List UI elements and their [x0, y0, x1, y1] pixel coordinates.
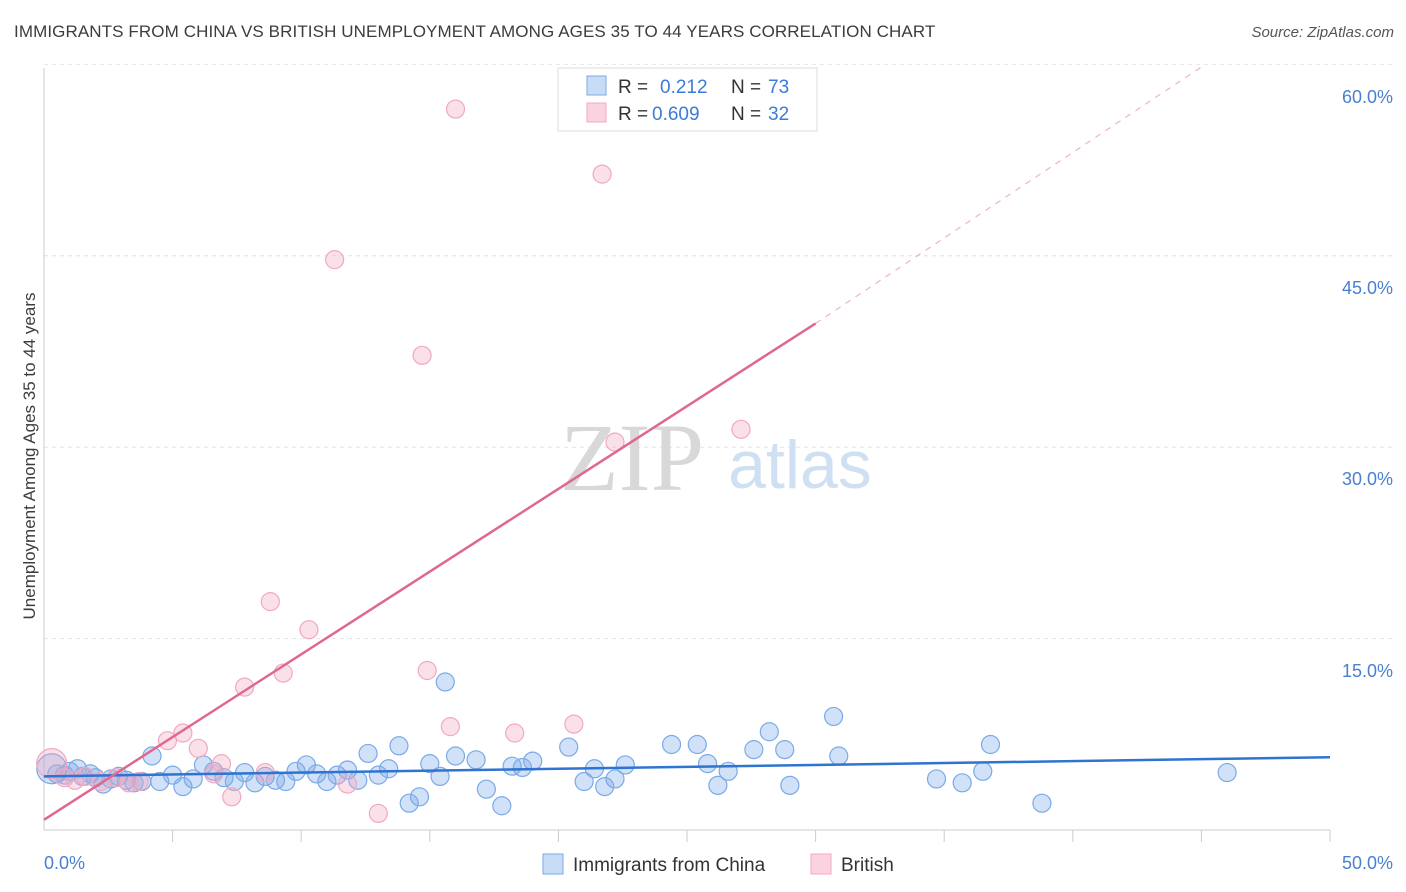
british-point	[417, 660, 437, 681]
china-point	[476, 779, 496, 799]
y-axis-title: Unemployment Among Ages 35 to 44 years	[20, 293, 39, 620]
bottom-legend-label-british: British	[841, 855, 894, 876]
china-point	[661, 734, 682, 755]
british-point	[188, 738, 208, 758]
watermark-zip: ZIP	[560, 404, 704, 511]
bottom-legend-label-china: Immigrants from China	[573, 855, 766, 876]
british-point	[440, 717, 460, 737]
china-point	[173, 777, 193, 797]
british-point	[299, 620, 319, 640]
y-tick-label-45: 45.0%	[1342, 278, 1393, 298]
legend-n-label-china: N =	[731, 77, 761, 98]
british-point	[211, 754, 232, 774]
british-point	[731, 419, 751, 439]
british-point	[260, 591, 280, 612]
y-tick-labels: 15.0% 30.0% 45.0% 60.0%	[1342, 87, 1393, 681]
bottom-legend: Immigrants from China British	[542, 853, 894, 876]
china-point	[952, 773, 972, 793]
china-point	[430, 766, 450, 787]
bottom-legend-swatch-china	[542, 853, 564, 875]
x-tick-label-max: 50.0%	[1342, 853, 1393, 873]
legend-r-label-british: R =	[618, 104, 648, 125]
trendline-china	[43, 756, 1331, 778]
china-point	[337, 760, 358, 780]
british-point	[368, 803, 388, 824]
chart-source: Source: ZipAtlas.com	[1251, 24, 1394, 41]
china-point	[445, 746, 466, 766]
china-point	[824, 706, 844, 727]
british-point	[412, 345, 432, 365]
british-point	[445, 99, 466, 119]
series-immigrants-from-china	[36, 672, 1237, 816]
china-point	[1217, 762, 1237, 783]
china-point	[926, 769, 947, 789]
china-point	[829, 746, 849, 766]
legend-r-value-china: 0.212	[660, 77, 708, 98]
series-british	[36, 99, 751, 824]
china-point	[605, 769, 625, 789]
china-point	[379, 759, 399, 779]
china-point	[265, 770, 286, 790]
legend-n-value-china: 73	[768, 77, 789, 98]
china-point	[492, 796, 512, 816]
trendline-british	[43, 322, 817, 821]
british-point	[222, 787, 242, 807]
british-point	[106, 768, 126, 788]
x-tick-label-min: 0.0%	[44, 853, 85, 873]
watermark: ZIP atlas	[560, 404, 872, 511]
y-tick-label-15: 15.0%	[1342, 661, 1393, 681]
y-tick-label-60: 60.0%	[1342, 87, 1393, 107]
x-ticks	[172, 830, 1331, 842]
british-point	[592, 164, 612, 184]
china-point	[512, 757, 532, 778]
legend-swatch-china	[586, 75, 607, 96]
british-point	[505, 723, 525, 743]
china-point	[615, 755, 635, 775]
legend-r-value-british: 0.609	[652, 104, 700, 125]
china-point	[358, 743, 378, 764]
china-point	[759, 722, 779, 742]
china-point	[980, 734, 1001, 755]
legend-r-label-china: R =	[618, 77, 648, 98]
china-point	[399, 793, 419, 813]
china-point	[420, 754, 440, 774]
china-point	[595, 777, 615, 797]
british-point	[337, 774, 358, 794]
china-point	[523, 751, 543, 771]
china-point	[559, 737, 579, 757]
chart-title: IMMIGRANTS FROM CHINA VS BRITISH UNEMPLO…	[14, 22, 936, 41]
british-point	[129, 771, 149, 792]
legend-n-label-british: N =	[731, 104, 761, 125]
legend: R = 0.212 N = 73 R = 0.609 N = 32	[557, 67, 818, 132]
british-point	[119, 773, 139, 793]
china-point	[389, 736, 409, 756]
gridlines	[44, 63, 1393, 640]
china-point	[708, 775, 728, 795]
china-point	[973, 761, 993, 781]
china-point	[466, 750, 486, 770]
british-point	[564, 714, 584, 734]
china-point	[1032, 793, 1052, 813]
legend-n-value-british: 32	[768, 104, 789, 125]
china-point	[687, 734, 707, 755]
china-point	[744, 740, 764, 760]
china-point	[697, 754, 718, 774]
china-point	[574, 771, 594, 792]
legend-swatch-british	[586, 102, 607, 123]
watermark-atlas: atlas	[728, 427, 872, 503]
y-tick-label-30: 30.0%	[1342, 469, 1393, 489]
trendline-british-extension	[815, 66, 1202, 324]
china-point	[780, 775, 800, 795]
china-point	[409, 787, 430, 807]
china-point	[307, 764, 327, 784]
bottom-legend-swatch-british	[810, 853, 832, 875]
british-point	[325, 250, 345, 270]
china-point	[435, 672, 455, 692]
trendlines	[43, 66, 1331, 821]
british-point	[235, 677, 255, 697]
china-point	[775, 740, 795, 760]
